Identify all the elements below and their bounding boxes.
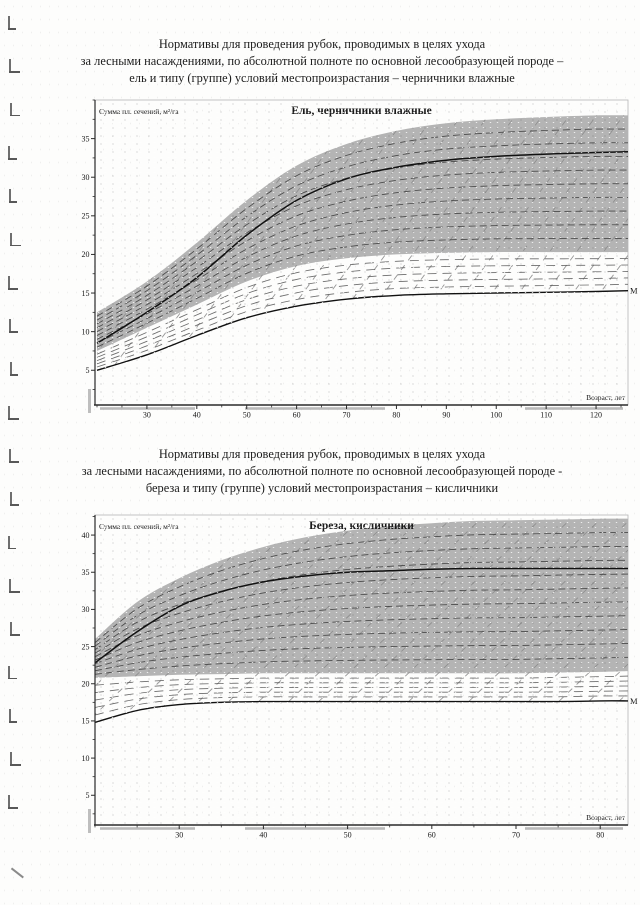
chart-canvas: 30 40 50 60 70 80 90 100 110 120 5 10 15 20 25 30 35 Ель,… [82,99,638,420]
axis-smudge [100,827,195,830]
axis-smudge [245,407,385,410]
x-tick-label: 50 [344,831,352,840]
x-tick-label: 110 [540,411,552,420]
x-tick-label: 60 [428,831,436,840]
y-axis-label: Сумма пл. сечений, м²/га [99,522,179,531]
scan-artifact-mark [11,867,24,879]
x-tick-label: 30 [175,831,183,840]
page-title-line: ель и типу (группе) условий местопроизра… [129,71,515,85]
scan-artifact-mark [8,795,18,810]
x-tick-label: 60 [293,411,301,420]
y-tick-label: 40 [82,531,90,540]
chart-title: Ель, черничники влажные [291,105,431,117]
scan-artifact-mark [9,59,20,74]
page-title-line: Нормативы для проведения рубок, проводим… [158,447,486,461]
axis-smudge [100,407,195,410]
x-tick-label: 80 [596,831,604,840]
x-tick-label: 70 [343,411,351,420]
scan-artifact-mark [10,622,20,637]
page-title-line: береза и типу (группе) условий местопрои… [145,481,499,495]
y-tick-label: 15 [82,717,90,726]
chart-title: Береза, кисличники [309,520,414,532]
chart-canvas: 30 40 50 60 70 80 5 10 15 20 25 30 35 40 Береза, кисли… [82,514,638,840]
scan-artifact-mark [9,449,19,463]
x-tick-label: 120 [590,411,602,420]
birch-oxalis-chart: 30 40 50 60 70 80 5 10 15 20 25 30 35 40 Береза, кисли… [82,506,638,846]
y-axis-label: Сумма пл. сечений, м²/га [99,107,179,116]
x-axis-label: Возраст, лет [586,393,626,402]
density-band [95,518,628,678]
scan-artifact-mark [10,752,21,766]
y-tick-label: 15 [82,289,90,298]
y-tick-label: 35 [82,134,90,143]
scan-artifact-mark [8,405,19,420]
scan-artifact-mark [8,275,18,290]
x-tick-label: 90 [442,411,450,420]
page-title-birch: Нормативы для проведения рубок, проводим… [33,446,611,497]
scan-artifact-mark [8,16,16,30]
y-tick-label: 5 [86,791,90,800]
y-tick-label: 20 [82,250,90,259]
page-title-line: за лесными насаждениями, по абсолютной п… [80,54,564,68]
y-tick-label: 20 [82,680,90,689]
thinning-trajectory-line [97,115,123,371]
y-tick-label: 30 [82,605,90,614]
scan-artifact-mark [10,492,19,507]
min-density-curve [94,700,629,724]
thinning-trajectory-line [97,115,150,371]
y-tick-label: 25 [82,212,90,221]
x-tick-label: 80 [392,411,400,420]
x-tick-label: 100 [490,411,502,420]
y-tick-label: 30 [82,173,90,182]
x-tick-label: 70 [512,831,520,840]
axis-smudge [88,809,91,833]
scan-artifact-mark [9,189,17,204]
x-tick-label: 50 [243,411,251,420]
page-title-spruce: Нормативы для проведения рубок, проводим… [33,36,611,87]
fan-curve [94,675,629,686]
x-tick-label: 40 [259,831,267,840]
scan-artifact-mark [8,535,16,550]
scan-artifact-mark [10,232,21,247]
scan-artifact-mark [9,319,18,333]
axis-smudge [245,827,385,830]
scan-artifact-mark [9,578,20,593]
page-title-line: Нормативы для проведения рубок, проводим… [158,37,486,51]
scan-artifact-mark [10,362,18,377]
axis-smudge [88,389,91,413]
x-tick-label: 40 [193,411,201,420]
axis-smudge [525,827,623,830]
min-curve-end-label: М [630,696,638,706]
y-tick-label: 10 [82,327,90,336]
x-tick-label: 30 [143,411,151,420]
scan-artifact-mark [10,102,20,117]
fan-curve [94,685,629,701]
scan-artifact-mark [8,665,17,680]
spruce-bilberry-wet-chart: 30 40 50 60 70 80 90 100 110 120 5 10 15 20 25 30 35 Ель,… [82,96,638,436]
axis-smudge [525,407,623,410]
y-tick-label: 25 [82,642,90,651]
y-tick-label: 35 [82,568,90,577]
scan-artifact-mark [8,145,17,160]
x-axis-label: Возраст, лет [586,813,626,822]
page-title-line: за лесными насаждениями, по абсолютной п… [81,464,563,478]
min-curve-end-label: М [630,286,638,296]
scan-artifact-mark [9,708,17,723]
y-tick-label: 5 [86,366,90,375]
y-tick-label: 10 [82,754,90,763]
